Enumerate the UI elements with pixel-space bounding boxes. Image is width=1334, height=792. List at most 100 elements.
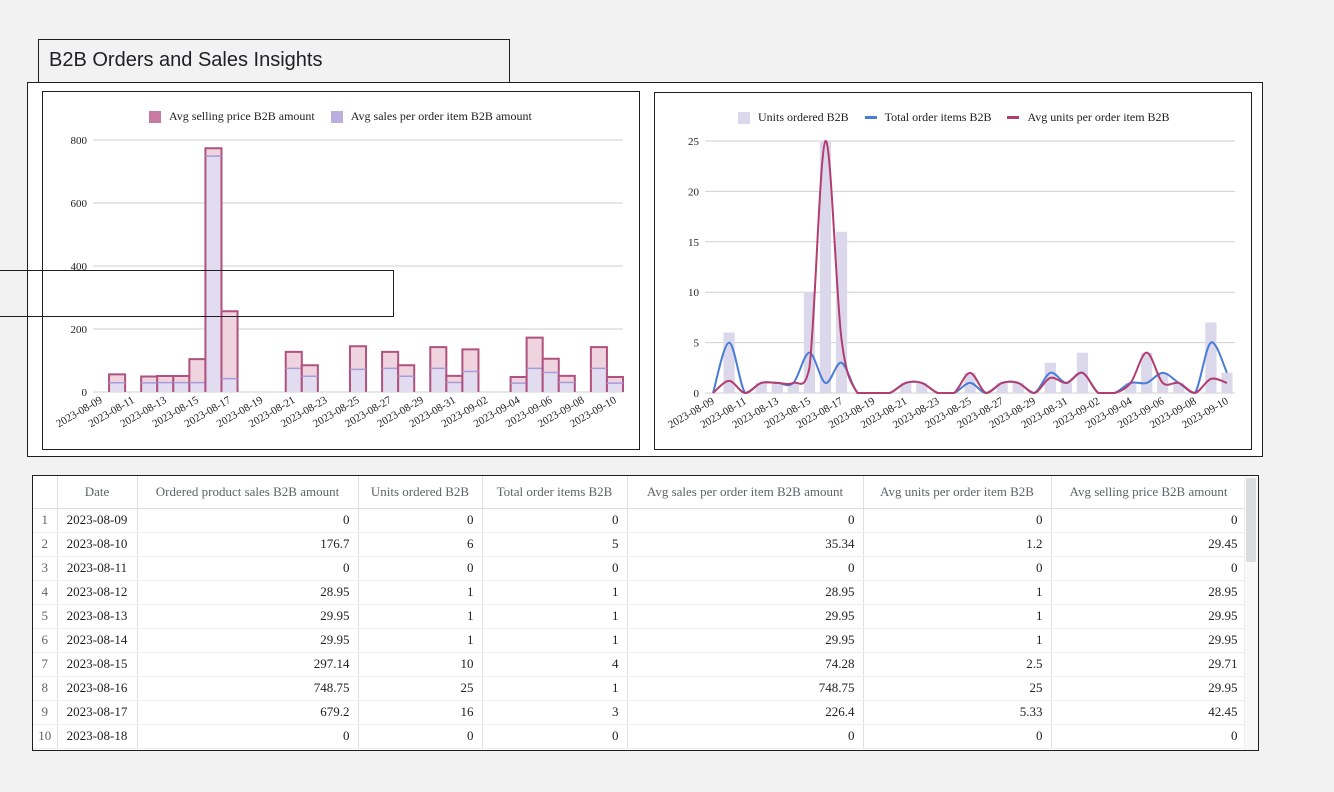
area-segment-avg-sales-per-order	[542, 372, 559, 392]
table-cell: 0	[627, 508, 864, 533]
column-header[interactable]: Units ordered B2B	[358, 476, 483, 509]
area-segment-avg-sales-per-order	[173, 382, 190, 392]
table-row[interactable]: 7 2023-08-15 297.14 10 4 74.28 2.5 29.71	[33, 652, 1247, 677]
left-chart-panel[interactable]: Avg selling price B2B amount Avg sales p…	[42, 91, 640, 450]
legend-label: Avg sales per order item B2B amount	[350, 109, 532, 123]
table-cell: 2023-08-18	[57, 724, 138, 749]
table-cell: 74.28	[627, 652, 864, 677]
right-chart-panel[interactable]: Units ordered B2B Total order items B2B …	[654, 92, 1252, 450]
table-cell: 29.95	[1051, 676, 1247, 701]
area-segment-avg-selling-price	[462, 349, 479, 372]
table-cell: 28.95	[137, 580, 359, 605]
table-cell: 25	[863, 676, 1052, 701]
area-segment-avg-sales-per-order	[462, 371, 479, 392]
column-header[interactable]: Avg sales per order item B2B amount	[627, 476, 864, 509]
table-row[interactable]: 1 2023-08-09 0 0 0 0 0 0	[33, 508, 1247, 533]
bar-units-ordered	[723, 332, 735, 393]
bar-units-ordered	[1060, 382, 1072, 393]
table-cell: 0	[358, 556, 483, 581]
table-cell: 5.33	[863, 700, 1052, 725]
bar-units-ordered	[916, 382, 928, 393]
table-cell: 29.95	[137, 604, 359, 629]
area-segment-avg-sales-per-order	[141, 382, 158, 392]
row-number: 9	[33, 700, 58, 725]
table-cell: 748.75	[627, 676, 864, 701]
bar-units-ordered	[819, 141, 832, 393]
line-avg-units-per-order	[712, 139, 1228, 395]
right-chart-legend: Units ordered B2B Total order items B2B …	[738, 110, 1186, 125]
area-segment-avg-selling-price	[189, 359, 206, 383]
legend-item-avg-units-per-order[interactable]: Avg units per order item B2B	[1007, 110, 1170, 125]
legend-item-avg-selling-price[interactable]: Avg selling price B2B amount	[149, 109, 315, 124]
table-row[interactable]: 10 2023-08-18 0 0 0 0 0 0	[33, 724, 1247, 749]
bar-units-ordered	[1012, 382, 1024, 393]
row-number: 2	[33, 532, 58, 557]
area-outline	[557, 374, 576, 392]
column-header[interactable]: Total order items B2B	[482, 476, 628, 509]
legend-item-avg-sales-per-order[interactable]: Avg sales per order item B2B amount	[330, 109, 532, 124]
y-tick-label: 600	[71, 198, 88, 210]
table-header-row: Date Ordered product sales B2B amount Unit…	[33, 476, 1247, 509]
y-tick-label: 20	[688, 186, 700, 198]
table-row[interactable]: 4 2023-08-12 28.95 1 1 28.95 1 28.95	[33, 580, 1247, 605]
area-segment-avg-sales-per-order	[382, 368, 399, 392]
column-header[interactable]: Ordered product sales B2B amount	[137, 476, 359, 509]
table-cell: 1	[482, 676, 628, 701]
area-segment-avg-sales-per-order	[558, 382, 575, 392]
report-title-box[interactable]: B2B Orders and Sales Insights	[38, 39, 510, 83]
column-header[interactable]: Avg units per order item B2B	[863, 476, 1052, 509]
left-chart-legend: Avg selling price B2B amount Avg sales p…	[149, 109, 548, 124]
table-cell: 0	[863, 724, 1052, 749]
table-cell: 0	[482, 508, 628, 533]
table-cell: 2.5	[863, 652, 1052, 677]
table-cell: 2023-08-12	[57, 580, 138, 605]
table-row[interactable]: 9 2023-08-17 679.2 16 3 226.4 5.33 42.45	[33, 700, 1247, 725]
table-row[interactable]: 8 2023-08-16 748.75 25 1 748.75 25 29.95	[33, 676, 1247, 701]
row-number: 7	[33, 652, 58, 677]
table-scrollbar-thumb[interactable]	[1246, 478, 1256, 562]
legend-swatch	[330, 110, 343, 123]
legend-item-units-ordered[interactable]: Units ordered B2B	[738, 110, 849, 125]
area-outline	[589, 346, 608, 392]
area-segment-avg-sales-per-order	[301, 376, 318, 392]
bar-units-ordered	[1173, 382, 1185, 393]
column-header[interactable]: Date	[57, 476, 138, 509]
bar-units-ordered	[835, 231, 848, 393]
y-tick-label: 200	[71, 324, 88, 336]
column-header[interactable]: Avg selling price B2B amount	[1051, 476, 1247, 509]
row-number: 3	[33, 556, 58, 581]
legend-item-total-order-items[interactable]: Total order items B2B	[864, 110, 991, 125]
empty-text-box[interactable]	[0, 270, 394, 317]
legend-swatch	[149, 110, 161, 123]
table-row[interactable]: 2 2023-08-10 176.7 6 5 35.34 1.2 29.45	[33, 532, 1247, 557]
table-cell: 0	[1051, 724, 1247, 749]
area-segment-avg-selling-price	[606, 377, 623, 384]
area-segment-avg-selling-price	[542, 358, 559, 373]
row-number: 1	[33, 508, 58, 533]
area-segment-avg-selling-price	[349, 346, 367, 370]
table-cell: 297.14	[137, 652, 359, 677]
table-cell: 679.2	[137, 700, 359, 725]
table-row[interactable]: 3 2023-08-11 0 0 0 0 0 0	[33, 556, 1247, 581]
table-cell: 5	[482, 532, 628, 557]
row-number-header[interactable]	[33, 476, 58, 509]
legend-swatch	[738, 111, 750, 124]
area-segment-avg-sales-per-order	[205, 156, 222, 392]
y-tick-label: 15	[688, 237, 700, 249]
bar-units-ordered	[755, 382, 767, 393]
table-cell: 29.95	[627, 628, 864, 653]
table-row[interactable]: 5 2023-08-13 29.95 1 1 29.95 1 29.95	[33, 604, 1247, 629]
y-tick-label: 5	[694, 338, 700, 350]
row-number: 4	[33, 580, 58, 605]
y-tick-label: 800	[71, 135, 88, 147]
area-segment-avg-sales-per-order	[398, 376, 415, 392]
area-segment-avg-sales-per-order	[606, 383, 623, 392]
table-row[interactable]: 6 2023-08-14 29.95 1 1 29.95 1 29.95	[33, 628, 1247, 653]
bar-units-ordered	[771, 382, 783, 393]
row-number: 8	[33, 676, 58, 701]
legend-label: Units ordered B2B	[758, 110, 849, 124]
table-cell: 29.95	[1051, 628, 1247, 653]
table-cell: 29.45	[1051, 532, 1247, 557]
data-table[interactable]: Date Ordered product sales B2B amount Unit…	[32, 475, 1259, 751]
table-scrollbar-track[interactable]	[1244, 476, 1258, 750]
